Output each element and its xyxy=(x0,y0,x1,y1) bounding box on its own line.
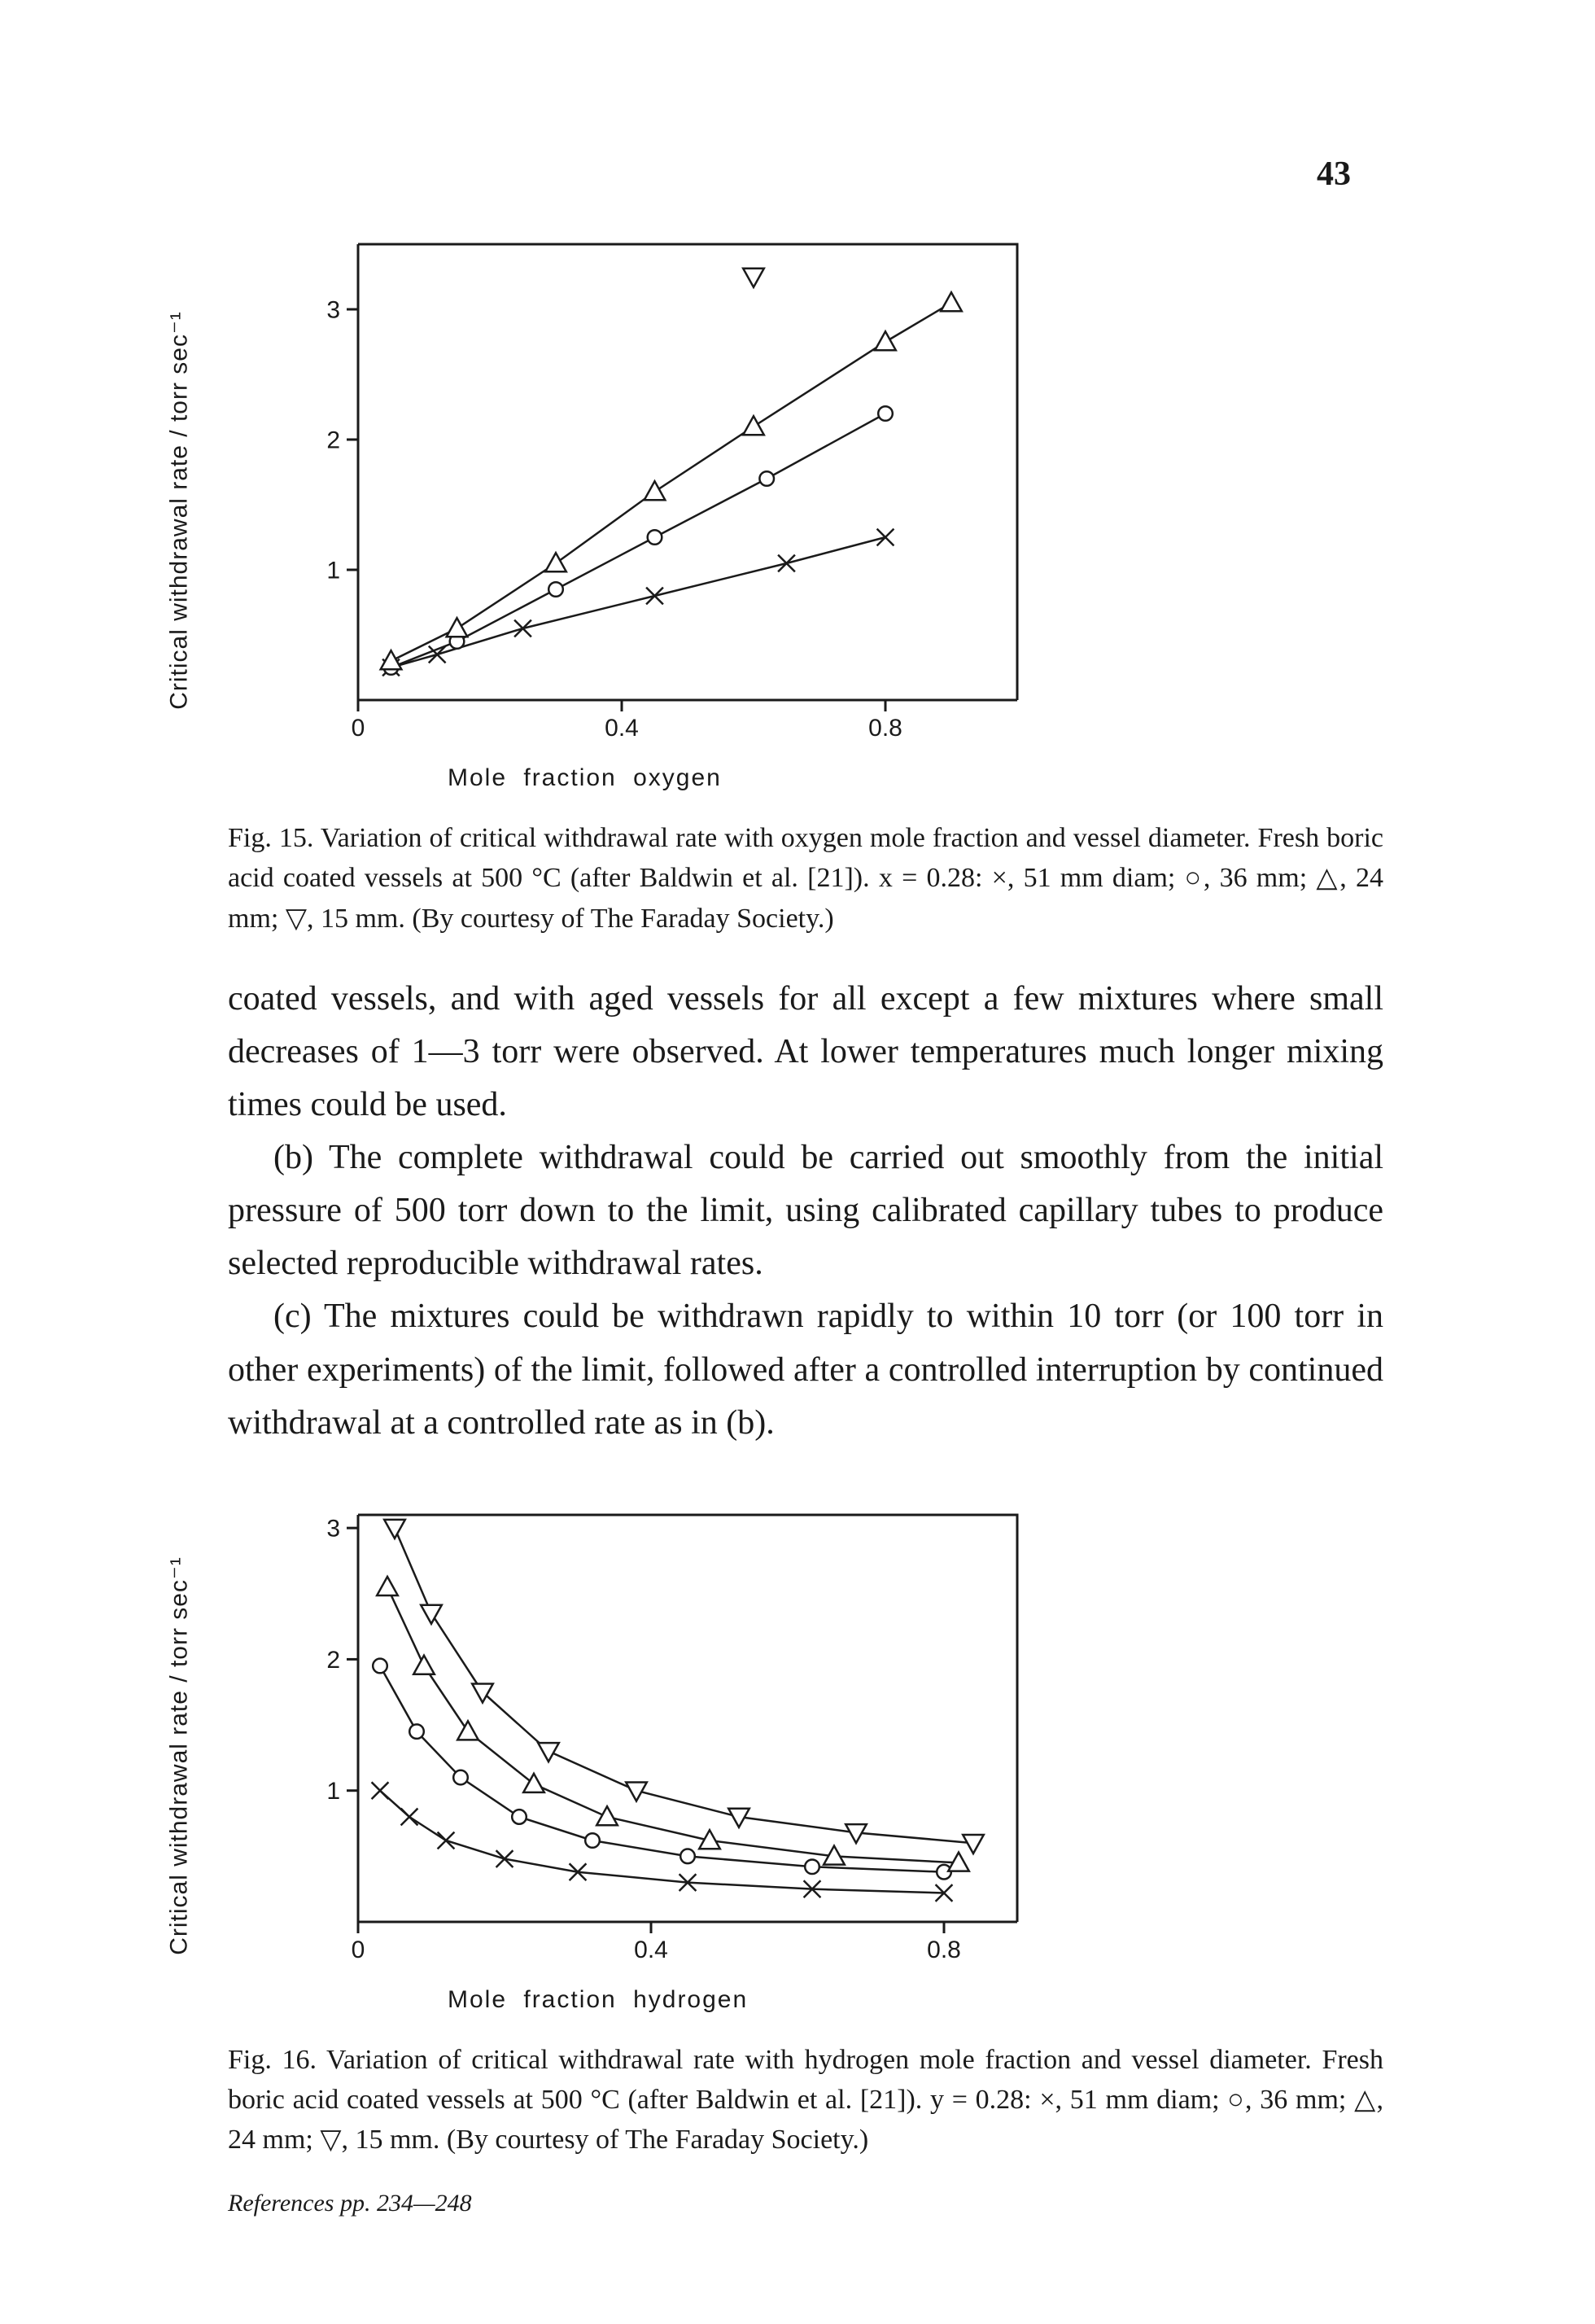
fig15-chart: Critical withdrawal rate / torr sec⁻¹ 00… xyxy=(228,228,1042,792)
fig16-chart: Critical withdrawal rate / torr sec⁻¹ 00… xyxy=(228,1499,1042,2014)
svg-text:0: 0 xyxy=(352,1937,365,1963)
para-a: coated vessels, and with aged vessels fo… xyxy=(228,973,1383,1131)
body-text: coated vessels, and with aged vessels fo… xyxy=(228,973,1383,1450)
fig16-y-label: Critical withdrawal rate / torr sec⁻¹ xyxy=(165,1556,194,1955)
page-number: 43 xyxy=(1317,155,1351,194)
fig15-caption: Fig. 15. Variation of critical withdrawa… xyxy=(228,818,1383,939)
svg-text:0.8: 0.8 xyxy=(927,1937,961,1963)
fig15-x-label: Mole fraction oxygen xyxy=(301,764,1180,792)
para-b: (b) The complete withdrawal could be car… xyxy=(228,1131,1383,1290)
fig16-svg: 0 0.4 0.8 1 2 3 xyxy=(301,1499,1033,1971)
references-line: References pp. 234—248 xyxy=(228,2190,1383,2217)
svg-text:0: 0 xyxy=(352,715,365,742)
page: 43 Critical withdrawal rate / torr sec⁻¹… xyxy=(0,0,1595,2324)
svg-text:1: 1 xyxy=(326,558,340,584)
para-c: (c) The mixtures could be withdrawn rapi… xyxy=(228,1290,1383,1449)
fig16-x-label: Mole fraction hydrogen xyxy=(301,1986,1180,2014)
figure-15: Critical withdrawal rate / torr sec⁻¹ 00… xyxy=(228,228,1383,939)
fig15-y-label: Critical withdrawal rate / torr sec⁻¹ xyxy=(165,311,194,710)
svg-text:3: 3 xyxy=(326,297,340,324)
fig16-caption: Fig. 16. Variation of critical withdrawa… xyxy=(228,2040,1383,2160)
svg-text:2: 2 xyxy=(326,1647,340,1674)
svg-text:2: 2 xyxy=(326,427,340,454)
svg-text:0.8: 0.8 xyxy=(868,715,902,742)
svg-text:0.4: 0.4 xyxy=(605,715,639,742)
svg-text:3: 3 xyxy=(326,1515,340,1542)
svg-text:0.4: 0.4 xyxy=(634,1937,668,1963)
svg-text:1: 1 xyxy=(326,1778,340,1805)
figure-16: Critical withdrawal rate / torr sec⁻¹ 00… xyxy=(228,1499,1383,2160)
fig15-svg: 0 0.4 0.8 1 2 3 xyxy=(301,228,1033,749)
